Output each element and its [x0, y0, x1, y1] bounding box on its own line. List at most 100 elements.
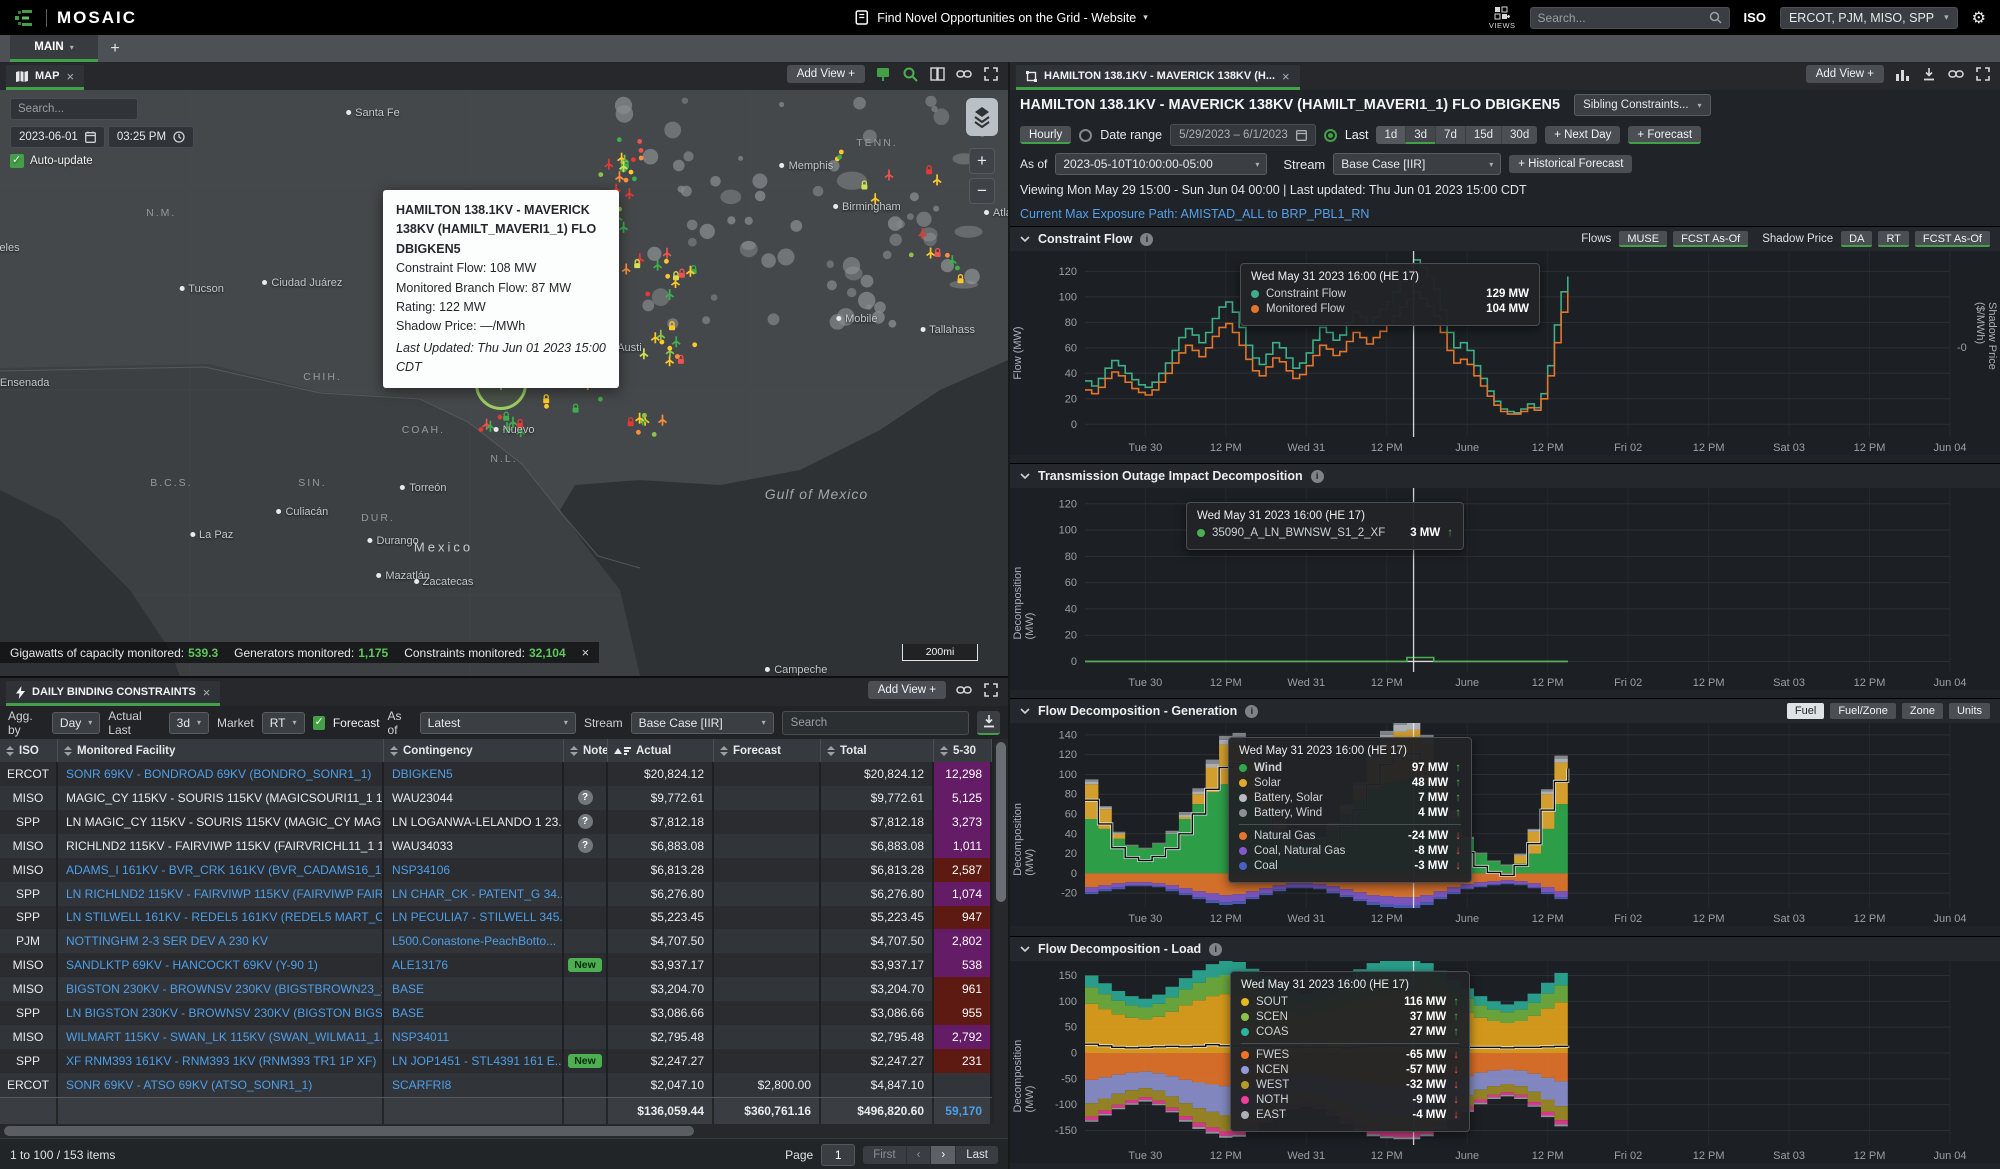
page-last-button[interactable]: Last — [955, 1146, 998, 1164]
download-icon[interactable] — [1920, 65, 1938, 83]
map-marker[interactable] — [947, 255, 957, 267]
map-date-input[interactable]: 2023-06-01 — [10, 126, 105, 148]
table-search-input[interactable] — [781, 710, 970, 735]
info-icon[interactable] — [1310, 469, 1324, 483]
link-icon[interactable] — [1947, 65, 1965, 83]
asof-select[interactable]: Latest ▾ — [419, 711, 576, 734]
actual-last-select[interactable]: 3d ▾ — [168, 711, 210, 734]
note-question-icon[interactable]: ? — [577, 790, 593, 806]
cell-facility[interactable]: XF RNM393 161KV - RNM393 1KV (RNM393 TR1… — [58, 1049, 384, 1073]
market-select[interactable]: RT ▾ — [261, 711, 305, 734]
map-marker[interactable] — [945, 252, 950, 258]
zoom-search-icon[interactable] — [901, 65, 919, 83]
last-radio[interactable] — [1323, 128, 1337, 142]
map-marker[interactable] — [516, 426, 526, 438]
map-marker[interactable] — [692, 342, 698, 348]
map-marker[interactable] — [628, 169, 634, 175]
map-marker[interactable] — [478, 427, 484, 432]
table-row[interactable]: MISO RICHLND2 115KV - FAIRVIWP 115KV (FAI… — [0, 833, 992, 858]
note-question-icon[interactable]: ? — [577, 838, 593, 854]
range-button-1d[interactable]: 1d — [1376, 126, 1406, 144]
column-header-iso[interactable]: ISO — [0, 739, 58, 762]
map-marker[interactable] — [926, 165, 933, 175]
settings-gear-icon[interactable]: ⚙ — [1971, 8, 1986, 27]
map-marker[interactable] — [657, 414, 668, 426]
date-range-radio[interactable] — [1079, 128, 1093, 142]
add-workspace-tab-button[interactable]: + — [110, 39, 120, 57]
cell-facility[interactable]: SONR 69KV - ATSO 69KV (ATSO_SONR1_1) — [58, 1072, 384, 1097]
cell-facility[interactable]: ADAMS_I 161KV - BVR_CRK 161KV (BVR_CADAM… — [58, 857, 384, 882]
map-marker[interactable] — [955, 265, 960, 271]
map-marker[interactable] — [604, 158, 614, 170]
table-row[interactable]: MISO BIGSTON 230KV - BROWNSV 230KV (BIGST… — [0, 977, 992, 1002]
map-marker[interactable] — [636, 429, 641, 435]
link-icon[interactable] — [955, 681, 973, 699]
close-icon[interactable]: × — [202, 684, 211, 700]
map-marker[interactable] — [908, 252, 914, 258]
map-marker[interactable] — [621, 263, 631, 275]
map-zoom-in-button[interactable]: + — [969, 148, 995, 174]
cell-contingency[interactable]: BASE — [384, 1001, 564, 1026]
auto-update-toggle[interactable]: Auto-update — [10, 153, 93, 168]
map-marker[interactable] — [665, 355, 675, 367]
column-header-5-30[interactable]: 5-30 — [934, 739, 992, 762]
column-header-total[interactable]: Total — [821, 739, 934, 762]
map-marker[interactable] — [861, 180, 868, 190]
map-marker[interactable] — [667, 345, 673, 351]
map-marker[interactable] — [653, 259, 663, 271]
map-marker[interactable] — [664, 258, 669, 264]
table-row[interactable]: ERCOT SONR 69KV - ATSO 69KV (ATSO_SONR1_1… — [0, 1072, 992, 1097]
map-marker[interactable] — [624, 188, 634, 200]
workspace-menu[interactable]: Find Novel Opportunities on the Grid - W… — [852, 9, 1148, 27]
map-marker[interactable] — [638, 148, 644, 153]
expand-icon[interactable] — [1974, 65, 1992, 83]
forecast-button[interactable]: + Forecast — [1628, 126, 1702, 144]
column-header-notes[interactable]: Notes — [564, 739, 608, 762]
cell-facility[interactable]: LN BIGSTON 230KV - BROWNSV 230KV (BIGSTO… — [58, 1001, 384, 1026]
table-row[interactable]: SPP LN MAGIC_CY 115KV - SOURIS 115KV (MAG… — [0, 809, 992, 834]
map-marker[interactable] — [485, 420, 495, 432]
toolbar-button-fuel[interactable]: Fuel — [1786, 703, 1825, 719]
map-marker[interactable] — [623, 177, 629, 183]
cell-contingency[interactable]: BASE — [384, 977, 564, 1002]
map-marker[interactable] — [632, 176, 637, 182]
page-input[interactable] — [821, 1144, 856, 1166]
table-row[interactable]: SPP LN BIGSTON 230KV - BROWNSV 230KV (BIG… — [0, 1001, 992, 1026]
toolbar-button-fuel-zone[interactable]: Fuel/Zone — [1830, 703, 1896, 719]
toolbar-button-fcst-as-of[interactable]: FCST As-Of — [1673, 231, 1749, 247]
download-button[interactable] — [977, 710, 1000, 735]
map-marker[interactable] — [918, 228, 928, 239]
column-header-actual[interactable]: Actual — [608, 739, 714, 762]
table-add-view-button[interactable]: Add View + — [867, 681, 946, 699]
toolbar-button-da[interactable]: DA — [1841, 231, 1873, 247]
historical-forecast-button[interactable]: + Historical Forecast — [1509, 155, 1633, 173]
collapse-chevron-icon[interactable] — [1020, 473, 1030, 479]
map-marker[interactable] — [669, 321, 675, 331]
range-button-3d[interactable]: 3d — [1405, 126, 1436, 144]
cell-facility[interactable]: WILMART 115KV - SWAN_LK 115KV (SWAN_WILM… — [58, 1025, 384, 1050]
close-icon[interactable]: × — [1282, 68, 1290, 84]
hourly-button[interactable]: Hourly — [1020, 126, 1072, 144]
map-marker[interactable] — [685, 265, 695, 277]
detail-asof-select[interactable]: 2023-05-10T10:00:00-05:00 ▾ — [1055, 153, 1268, 175]
map-marker[interactable] — [616, 137, 622, 143]
range-button-15d[interactable]: 15d — [1464, 126, 1502, 144]
column-header-contingency[interactable]: Contingency — [384, 739, 564, 762]
cell-facility[interactable]: LN RICHLND2 115KV - FAIRVIWP 115KV (FAIR… — [58, 881, 384, 906]
note-question-icon[interactable]: ? — [577, 814, 593, 830]
column-header-monitored-facility[interactable]: Monitored Facility — [58, 739, 384, 762]
cell-facility[interactable]: SONR 69KV - BONDROAD 69KV (BONDRO_SONR1_… — [58, 762, 384, 786]
constraint-flow-chart[interactable]: Tue 30 12 PM Wed 31 12 PM June 12 PM Fri 02 12 … — [1010, 251, 2000, 455]
map-marker[interactable] — [619, 221, 629, 233]
map-add-view-button[interactable]: Add View + — [786, 65, 865, 83]
tab-main[interactable]: MAIN ▾ — [10, 35, 98, 62]
map-marker[interactable] — [957, 274, 964, 284]
map-marker[interactable] — [932, 174, 942, 186]
map-search-input[interactable] — [10, 98, 138, 120]
map-marker[interactable] — [884, 169, 894, 181]
map-marker[interactable] — [837, 154, 842, 160]
table-row[interactable]: SPP LN RICHLND2 115KV - FAIRVIWP 115KV (F… — [0, 881, 992, 906]
map-marker[interactable] — [631, 157, 636, 163]
map-marker[interactable] — [838, 149, 844, 155]
range-button-30d[interactable]: 30d — [1501, 126, 1538, 144]
